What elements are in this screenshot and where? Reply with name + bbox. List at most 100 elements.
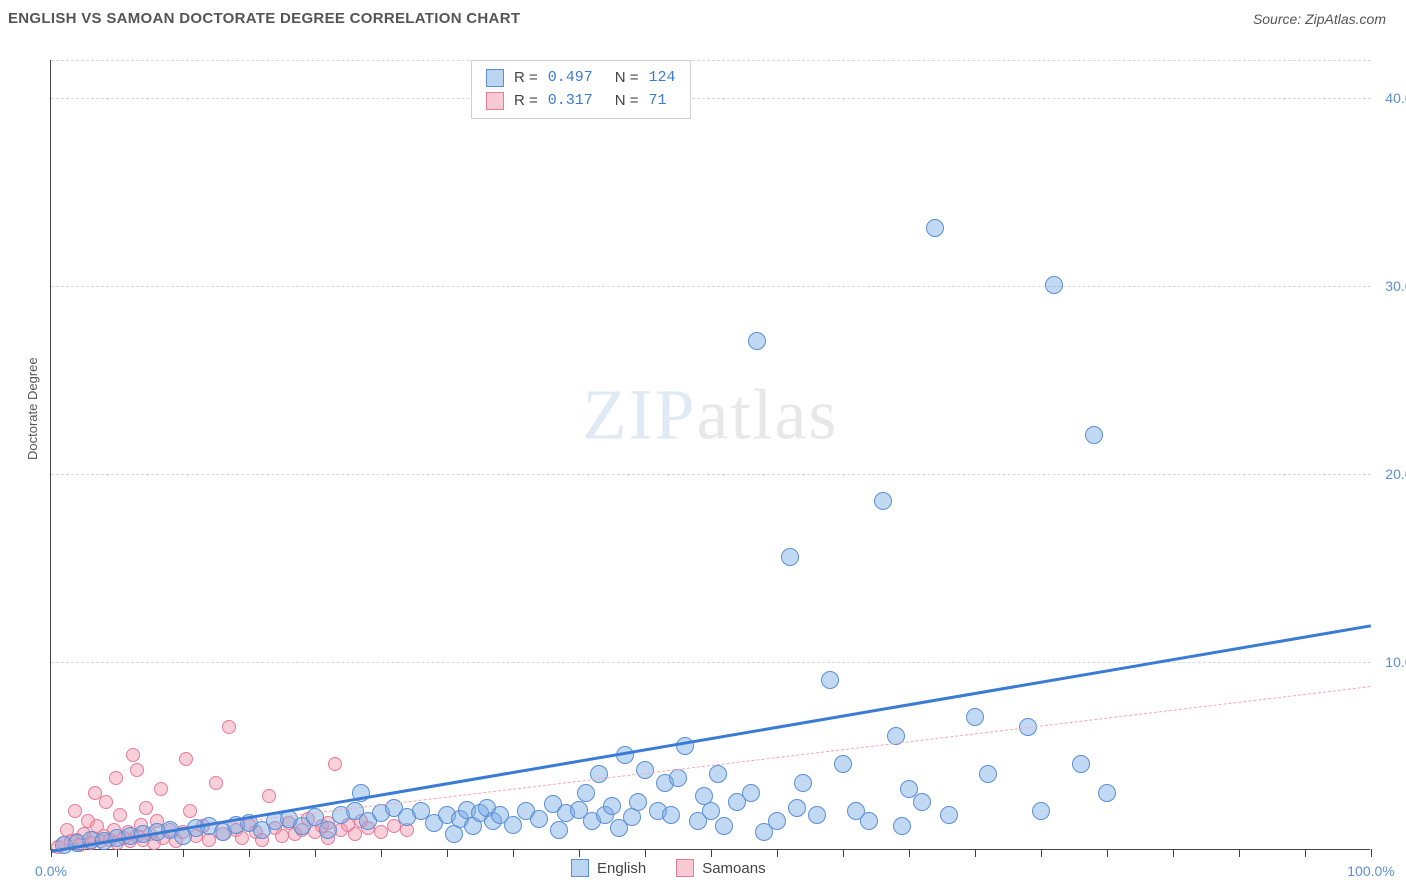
data-point [319,821,337,839]
data-point [262,789,276,803]
x-tick [1305,849,1306,857]
chart-source: Source: ZipAtlas.com [1253,11,1386,27]
x-tick [711,849,712,857]
y-axis-label: Doctorate Degree [25,357,40,460]
x-tick [645,849,646,857]
data-point [374,825,388,839]
series-legend: English Samoans [571,859,766,877]
data-point [636,761,654,779]
swatch-icon [486,92,504,110]
x-tick [1041,849,1042,857]
x-tick [1173,849,1174,857]
data-point [109,771,123,785]
data-point [662,806,680,824]
data-point [126,748,140,762]
data-point [979,765,997,783]
legend-item-samoans: Samoans [676,859,765,877]
data-point [629,793,647,811]
data-point [504,816,522,834]
swatch-icon [571,859,589,877]
x-tick [1239,849,1240,857]
data-point [821,671,839,689]
data-point [130,763,144,777]
x-tick [249,849,250,857]
data-point [222,720,236,734]
chart-container: ZIPatlas 10.0%20.0%30.0%40.0% 0.0%100.0%… [50,60,1370,850]
data-point [768,812,786,830]
data-point [788,799,806,817]
x-tick [315,849,316,857]
data-point [68,804,82,818]
data-point [669,769,687,787]
data-point [834,755,852,773]
data-point [209,776,223,790]
data-point [913,793,931,811]
data-point [709,765,727,783]
y-tick-label: 20.0% [1385,466,1406,482]
data-point [88,786,102,800]
data-point [702,802,720,820]
data-point [1098,784,1116,802]
data-point [139,801,153,815]
x-tick-label: 0.0% [35,863,67,879]
legend-row-samoans: R = 0.317 N = 71 [486,90,676,113]
swatch-icon [676,859,694,877]
x-tick [909,849,910,857]
data-point [550,821,568,839]
legend-item-english: English [571,859,646,877]
gridline [51,60,1371,61]
data-point [1085,426,1103,444]
data-point [99,795,113,809]
gridline [51,98,1371,99]
data-point [966,708,984,726]
data-point [603,797,621,815]
data-point [940,806,958,824]
y-tick-label: 30.0% [1385,278,1406,294]
data-point [794,774,812,792]
y-tick-label: 40.0% [1385,90,1406,106]
chart-title: ENGLISH VS SAMOAN DOCTORATE DEGREE CORRE… [8,10,520,27]
watermark: ZIPatlas [583,374,839,457]
x-tick [1107,849,1108,857]
data-point [183,804,197,818]
x-tick [117,849,118,857]
data-point [748,332,766,350]
data-point [926,219,944,237]
x-tick [51,849,52,857]
data-point [348,827,362,841]
x-tick [381,849,382,857]
data-point [715,817,733,835]
data-point [781,548,799,566]
x-tick [447,849,448,857]
x-tick [1371,849,1372,857]
data-point [530,810,548,828]
data-point [808,806,826,824]
x-tick [843,849,844,857]
data-point [1072,755,1090,773]
x-tick [579,849,580,857]
x-tick [183,849,184,857]
gridline [51,474,1371,475]
data-point [893,817,911,835]
data-point [742,784,760,802]
x-tick [975,849,976,857]
data-point [1045,276,1063,294]
data-point [113,808,127,822]
y-tick-label: 10.0% [1385,654,1406,670]
correlation-legend: R = 0.497 N = 124 R = 0.317 N = 71 [471,60,691,119]
x-tick [513,849,514,857]
chart-header: ENGLISH VS SAMOAN DOCTORATE DEGREE CORRE… [0,0,1406,37]
x-tick-label: 100.0% [1347,863,1394,879]
legend-row-english: R = 0.497 N = 124 [486,67,676,90]
gridline [51,286,1371,287]
data-point [1032,802,1050,820]
data-point [154,782,168,796]
gridline [51,662,1371,663]
data-point [275,829,289,843]
data-point [328,757,342,771]
data-point [874,492,892,510]
data-point [577,784,595,802]
plot-area: ZIPatlas 10.0%20.0%30.0%40.0% 0.0%100.0%… [50,60,1370,850]
swatch-icon [486,69,504,87]
x-tick [777,849,778,857]
